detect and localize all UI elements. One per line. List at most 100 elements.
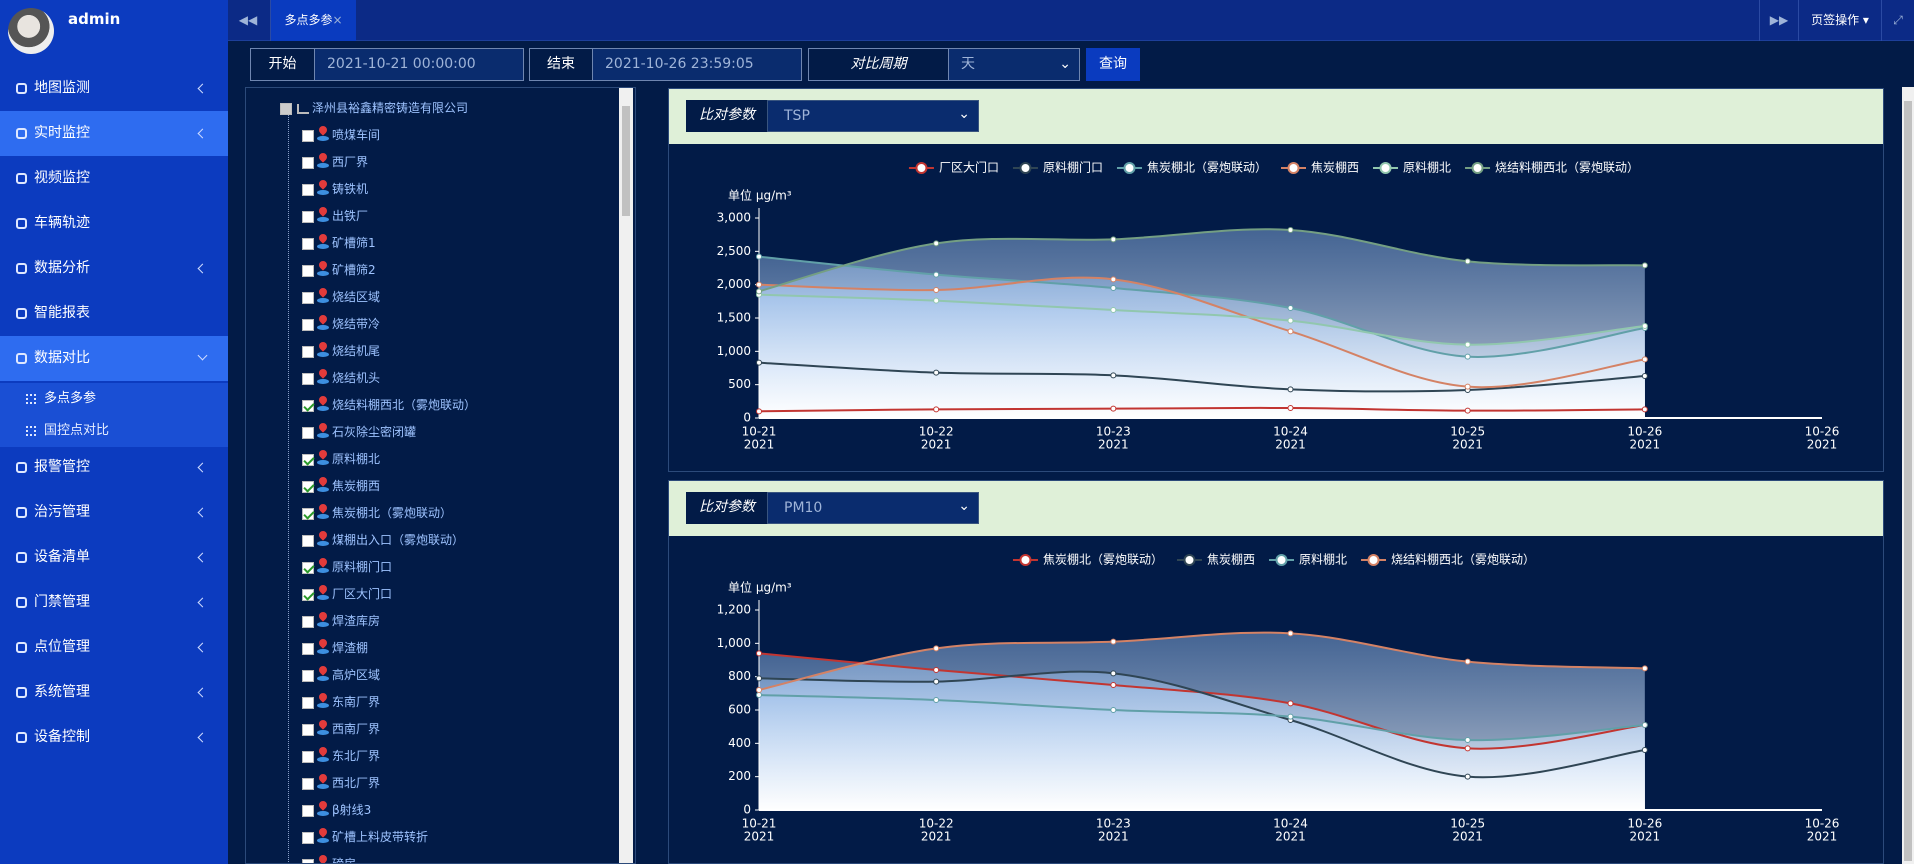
tree-node[interactable]: 铸铁机 — [302, 176, 368, 203]
tree-node[interactable]: 矿槽上料皮带转折 — [302, 824, 428, 851]
site-icon — [317, 774, 329, 790]
data-point — [933, 240, 940, 247]
legend-item[interactable]: 厂区大门口 — [908, 160, 999, 175]
tree-node[interactable]: 东南厂界 — [302, 689, 380, 716]
tab[interactable]: 多点多参× — [270, 0, 356, 41]
tree-node[interactable]: 高炉区域 — [302, 662, 380, 689]
menu-item[interactable]: 设备控制 — [0, 715, 228, 760]
tree-node[interactable]: 原料棚门口 — [302, 554, 392, 581]
checkbox — [302, 562, 314, 574]
tree-node[interactable]: 烧结区域 — [302, 284, 380, 311]
menu-item[interactable]: 数据分析 — [0, 246, 228, 291]
legend-item[interactable]: 焦炭棚西 — [1281, 160, 1359, 175]
menu-item[interactable]: 视频监控 — [0, 156, 228, 201]
tree-node[interactable]: 焦炭棚北（雾炮联动） — [302, 500, 452, 527]
tree-node[interactable]: 煤棚出入口（雾炮联动） — [302, 527, 464, 554]
tree-node[interactable]: 西南厂界 — [302, 716, 380, 743]
legend-item[interactable]: 焦炭棚西 — [1176, 552, 1255, 567]
tree-node[interactable]: 西厂界 — [302, 149, 368, 176]
tree-node[interactable]: 矿槽筛2 — [302, 257, 376, 284]
tree-node[interactable]: 烧结带冷 — [302, 311, 380, 338]
legend-item[interactable]: 原料棚北 — [1373, 160, 1451, 175]
x-tick-year: 2021 — [1098, 830, 1129, 844]
data-point — [1641, 373, 1648, 379]
param-select[interactable]: TSP ⌄ — [767, 100, 979, 132]
tree-node[interactable]: β射线3 — [302, 797, 371, 824]
tree-node[interactable]: 焦炭棚西 — [302, 473, 380, 500]
tab-close[interactable]: × — [332, 13, 343, 27]
menu-item[interactable]: 车辆轨迹 — [0, 201, 228, 246]
menu-item[interactable]: 设备清单 — [0, 535, 228, 580]
tree-node[interactable]: 原料棚北 — [302, 446, 380, 473]
series-line — [758, 293, 1645, 346]
site-icon — [317, 153, 329, 169]
tree-node[interactable]: 烧结机头 — [302, 365, 380, 392]
legend-marker — [1019, 554, 1032, 566]
x-tick-year: 2021 — [1275, 438, 1306, 452]
tab-bar: ◀◀ 多点多参× ▶▶ 页签操作 ▾ ⤢ — [228, 0, 1914, 41]
legend-item[interactable]: 烧结料棚西北（雾炮联动） — [1465, 160, 1639, 175]
legend-label: 烧结料棚西北（雾炮联动） — [1391, 552, 1535, 567]
submenu-item[interactable]: 多点多参 — [0, 383, 228, 415]
tab-actions[interactable]: 页签操作 ▾ — [1798, 0, 1881, 41]
legend-item[interactable]: 焦炭棚北（雾炮联动） — [1116, 160, 1267, 175]
tab-scroll-left[interactable]: ◀◀ — [238, 13, 258, 27]
end-input[interactable]: 2021-10-26 23:59:05 — [592, 48, 802, 81]
legend-item[interactable]: 焦炭棚北（雾炮联动） — [1012, 552, 1163, 567]
legend-label: 原料棚门口 — [1043, 160, 1103, 175]
tree-node[interactable]: 喷煤车间 — [302, 122, 380, 149]
legend-item[interactable]: 原料棚北 — [1269, 552, 1347, 567]
y-tick-label: 0 — [743, 803, 751, 817]
tree-node[interactable]: 出铁厂 — [302, 203, 368, 230]
tab-scroll-right[interactable]: ▶▶ — [1759, 0, 1798, 41]
menu-item[interactable]: 地图监测 — [0, 66, 228, 111]
legend-item[interactable]: 烧结料棚西北（雾炮联动） — [1361, 552, 1535, 567]
site-icon — [317, 288, 329, 304]
tree-node[interactable]: 磅房 — [302, 851, 356, 863]
menu-icon — [16, 128, 27, 139]
start-input[interactable]: 2021-10-21 00:00:00 — [314, 48, 524, 81]
tree-node-label: 煤棚出入口（雾炮联动） — [332, 533, 465, 547]
site-icon — [317, 801, 329, 817]
param-select[interactable]: PM10 ⌄ — [767, 492, 979, 524]
tree-node[interactable]: 焊渣棚 — [302, 635, 368, 662]
tree-node[interactable]: 矿槽筛1 — [302, 230, 376, 257]
data-point — [1464, 383, 1471, 390]
checkbox — [302, 238, 314, 250]
tree-node[interactable]: 西北厂界 — [302, 770, 380, 797]
menu-item[interactable]: 系统管理 — [0, 670, 228, 715]
period-label: 对比周期 — [808, 48, 949, 81]
x-tick-label: 10-23 — [1096, 425, 1131, 439]
data-point — [1110, 307, 1117, 313]
x-tick-label: 10-22 — [919, 817, 954, 831]
checkbox — [302, 265, 314, 277]
query-button[interactable]: 查询 — [1086, 48, 1140, 81]
tree-node[interactable]: 烧结料棚西北（雾炮联动） — [302, 392, 476, 419]
area — [759, 229, 1645, 418]
menu-item[interactable]: 点位管理 — [0, 625, 228, 670]
checkbox — [302, 832, 314, 844]
tree-node[interactable]: 东北厂界 — [302, 743, 380, 770]
menu-item[interactable]: 门禁管理 — [0, 580, 228, 625]
menu-item[interactable]: 治污管理 — [0, 490, 228, 535]
page-scrollbar[interactable] — [1902, 87, 1914, 864]
menu-item[interactable]: 数据对比 — [0, 336, 228, 381]
tree-node[interactable]: 石灰除尘密闭罐 — [302, 419, 416, 446]
menu-item[interactable]: 实时监控 — [0, 111, 228, 156]
data-point — [1110, 682, 1117, 688]
tree-node[interactable]: 烧结机尾 — [302, 338, 380, 365]
menu-label: 报警管控 — [34, 459, 90, 475]
data-point — [1641, 665, 1648, 672]
fullscreen[interactable]: ⤢ — [1881, 0, 1914, 41]
legend-item[interactable]: 原料棚门口 — [1012, 160, 1103, 175]
scrollbar[interactable] — [619, 88, 633, 863]
tree-node[interactable]: 厂区大门口 — [302, 581, 392, 608]
tree-node-label: 烧结机尾 — [332, 344, 381, 358]
data-point — [1641, 747, 1648, 753]
period-select[interactable]: 天 ⌄ — [948, 48, 1080, 81]
menu-item[interactable]: 报警管控 — [0, 445, 228, 490]
site-icon — [317, 612, 329, 628]
menu-item[interactable]: 智能报表 — [0, 291, 228, 336]
submenu-item[interactable]: 国控点对比 — [0, 415, 228, 447]
tree-node[interactable]: 焊渣库房 — [302, 608, 380, 635]
